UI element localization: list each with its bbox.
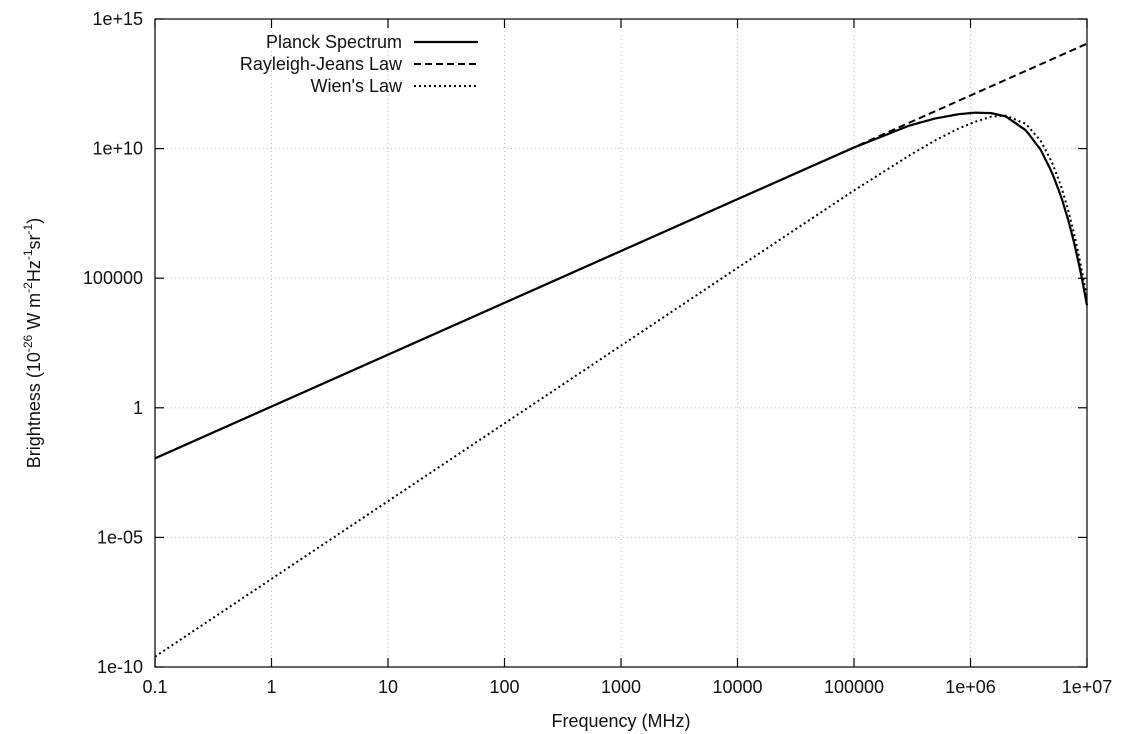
x-axis-label: Frequency (MHz) (551, 711, 690, 731)
y-tick-label: 100000 (83, 268, 143, 288)
grid (155, 19, 1087, 667)
y-tick-label: 1e+15 (92, 9, 143, 29)
ticks: 0.1 1 10 100 1000 10000 100000 1e+06 1e+07 1e-10 1… (83, 9, 1112, 697)
y-axis-label-exp1: -26 (21, 334, 35, 352)
legend-label-rayleigh-jeans: Rayleigh-Jeans Law (240, 54, 403, 74)
y-axis-label-tail: ) (24, 218, 44, 224)
x-tick-label: 0.1 (142, 677, 167, 697)
planck-curve (154, 111, 1089, 460)
x-tick-label: 100 (489, 677, 519, 697)
x-tick-label: 10 (378, 677, 398, 697)
wien-curve (154, 114, 1088, 658)
x-tick-label: 100000 (824, 677, 884, 697)
y-tick-label: 1e-05 (97, 527, 143, 547)
series-layer (154, 42, 1089, 658)
y-axis-label-exp4: -1 (21, 223, 35, 234)
y-axis-label-mid1: W m (24, 293, 44, 335)
y-tick-label: 1 (133, 398, 143, 418)
y-axis-label-mid3: sr (24, 234, 44, 249)
x-tick-label: 1000 (601, 677, 641, 697)
x-tick-label: 1e+07 (1062, 677, 1113, 697)
y-axis-label-mid2: Hz (24, 260, 44, 282)
y-axis-label: Brightness (10-26 W m-2Hz-1sr-1) (21, 218, 44, 468)
y-axis-label-exp3: -1 (21, 249, 35, 260)
legend: Planck Spectrum Rayleigh-Jeans Law Wien'… (240, 32, 478, 96)
legend-label-wien: Wien's Law (311, 76, 403, 96)
y-axis-label-base: Brightness (10 (24, 352, 44, 468)
rayleigh-jeans-curve (154, 42, 1088, 460)
x-tick-label: 1e+06 (945, 677, 996, 697)
y-tick-label: 1e+10 (92, 139, 143, 159)
y-tick-label: 1e-10 (97, 657, 143, 677)
x-tick-label: 10000 (712, 677, 762, 697)
y-axis-label-exp2: -2 (21, 282, 35, 293)
legend-label-planck: Planck Spectrum (266, 32, 402, 52)
x-tick-label: 1 (266, 677, 276, 697)
